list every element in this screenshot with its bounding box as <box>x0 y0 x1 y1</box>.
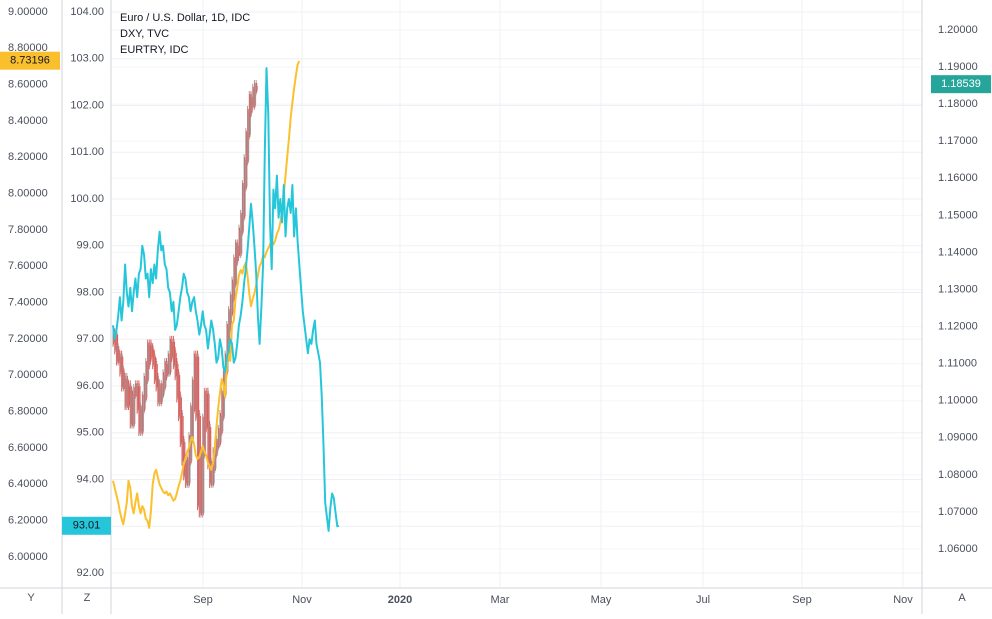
eurtry-tick-label: 6.80000 <box>8 406 48 418</box>
legend-title: Euro / U.S. Dollar, 1D, IDC <box>120 12 251 24</box>
x-tick-label: Mar <box>491 594 510 606</box>
eurtry-series <box>112 60 301 529</box>
eurusd-tick-label: 1.17000 <box>938 135 978 147</box>
eurtry-tick-label: 6.40000 <box>8 478 48 490</box>
eurtry-tick-label: 7.00000 <box>8 369 48 381</box>
dxy-tick-label: 95.00 <box>76 427 104 439</box>
eurtry-price-tag-label: 8.73196 <box>10 55 50 67</box>
eurusd-tick-label: 1.08000 <box>938 469 978 481</box>
eurusd-tick-label: 1.20000 <box>938 24 978 36</box>
eurusd-tick-label: 1.15000 <box>938 209 978 221</box>
x-tick-label: Jul <box>696 594 710 606</box>
eurusd-tick-label: 1.19000 <box>938 61 978 73</box>
eurtry-price-tag-box <box>0 51 60 70</box>
grid <box>111 0 922 587</box>
dxy-tick-label: 101.00 <box>70 146 104 158</box>
eurusd-tick-label: 1.11000 <box>938 358 977 370</box>
eurusd-tick-label: 1.16000 <box>938 172 978 184</box>
dxy-tick-label: 96.00 <box>76 380 104 392</box>
legend-eurtry: EURTRY, IDC <box>120 44 189 56</box>
x-tick-label: 2020 <box>388 594 412 606</box>
eurtry-tick-label: 6.20000 <box>8 515 48 527</box>
eurtry-tick-label: 8.60000 <box>8 79 48 91</box>
eurusd-tick-label: 1.06000 <box>938 543 978 555</box>
price-tags: 8.73196 93.01 1.18539 <box>0 51 991 535</box>
eurusd-tick-label: 1.13000 <box>938 283 978 295</box>
x-tick-label: May <box>591 594 612 606</box>
dxy-tick-label: 104.00 <box>70 6 104 18</box>
dxy-line <box>112 67 340 532</box>
legend-dxy: DXY, TVC <box>120 28 170 40</box>
eurusd-tick-label: 1.14000 <box>938 246 978 258</box>
x-tick-label: Sep <box>792 594 812 606</box>
eurtry-tick-label: 6.00000 <box>8 551 48 563</box>
eurusd-bars <box>112 80 258 518</box>
x-tick-label: Nov <box>893 594 913 606</box>
dxy-tick-label: 102.00 <box>70 99 104 111</box>
eurusd-price-tag-box <box>931 75 991 94</box>
eurtry-tick-label: 8.40000 <box>8 115 48 127</box>
x-tick-label: Nov <box>292 594 312 606</box>
eurtry-tick-label: 9.00000 <box>8 6 48 18</box>
eurtry-tick-label: 8.80000 <box>8 42 48 54</box>
a-axis-corner-label: A <box>958 592 966 604</box>
dxy-tick-label: 98.00 <box>76 286 104 298</box>
dxy-tick-label: 94.00 <box>76 473 104 485</box>
y-axis-corner-label: Y <box>27 592 35 604</box>
eurtry-tick-label: 8.20000 <box>8 151 48 163</box>
x-tick-label: Sep <box>193 594 213 606</box>
dxy-tick-label: 100.00 <box>70 193 104 205</box>
dxy-tick-label: 99.00 <box>76 240 104 252</box>
eurusd-tick-label: 1.07000 <box>938 506 978 518</box>
dxy-price-tag-box <box>62 516 111 535</box>
eurtry-line <box>112 60 301 529</box>
dxy-series <box>112 67 340 532</box>
eurtry-tick-label: 8.00000 <box>8 188 48 200</box>
eurusd-tick-label: 1.18000 <box>938 98 978 110</box>
eurtry-tick-label: 7.80000 <box>8 224 48 236</box>
dxy-tick-label: 97.00 <box>76 333 104 345</box>
dxy-tick-label: 92.00 <box>76 567 104 579</box>
axis-labels: 9.00000 8.80000 8.60000 8.40000 8.20000 8.000… <box>8 6 978 606</box>
eurusd-tick-label: 1.10000 <box>938 395 978 407</box>
dxy-tick-label: 103.00 <box>70 53 104 65</box>
eurtry-tick-label: 7.20000 <box>8 333 48 345</box>
eurusd-tick-label: 1.09000 <box>938 432 978 444</box>
eurtry-tick-label: 7.40000 <box>8 297 48 309</box>
eurusd-tick-label: 1.12000 <box>938 320 978 332</box>
eurusd-price-tag-label: 1.18539 <box>941 78 981 90</box>
dxy-price-tag-label: 93.01 <box>73 520 101 532</box>
eurtry-tick-label: 6.60000 <box>8 442 48 454</box>
z-axis-corner-label: Z <box>84 592 91 604</box>
eurtry-tick-label: 7.60000 <box>8 260 48 272</box>
